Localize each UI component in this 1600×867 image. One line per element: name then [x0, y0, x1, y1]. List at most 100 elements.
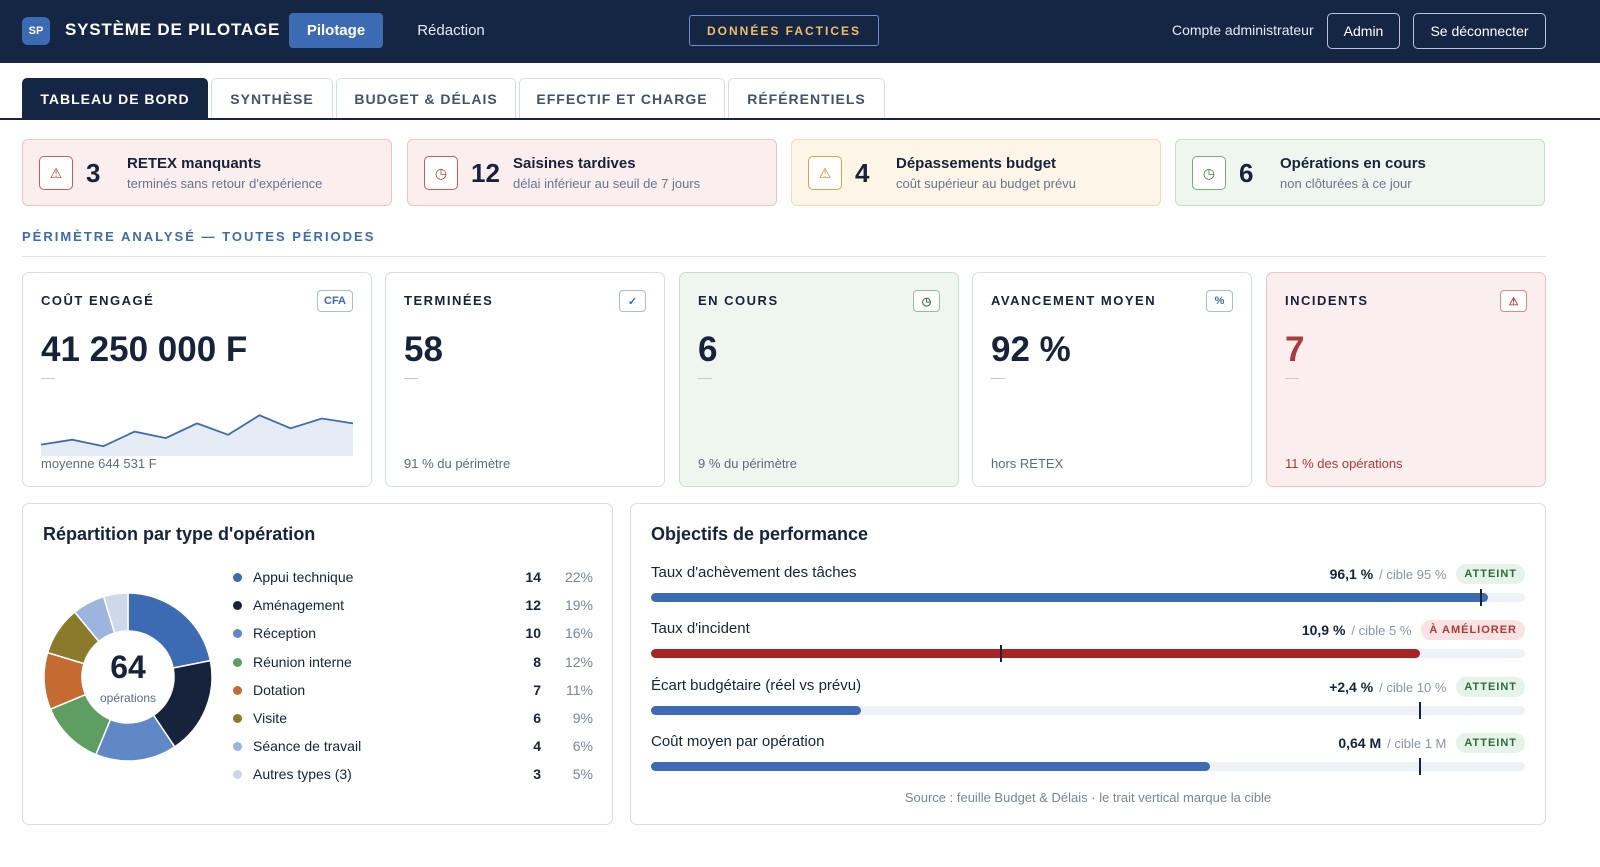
legend-label: Séance de travail — [253, 738, 362, 755]
objective-row: Taux d'incident 10,9 % / cible 5 % À AMÉLIO… — [651, 620, 1525, 668]
objective-row: Taux d'achèvement des tâches 96,1 % / cibl… — [651, 564, 1525, 612]
alert-title: Saisines tardives — [513, 155, 636, 172]
legend-count: 7 — [533, 681, 541, 698]
legend-label: Appui technique — [253, 569, 354, 585]
legend-count: 12 — [525, 597, 541, 614]
legend-dot — [233, 714, 242, 723]
kpi-footnote: 9 % du périmètre — [698, 456, 797, 471]
legend-percent: 9% — [572, 710, 593, 726]
objective-target: / cible 95 % — [1379, 566, 1447, 582]
alert-count: 12 — [471, 158, 500, 188]
cost-sparkline — [41, 414, 353, 456]
objective-value: 10,9 % — [1301, 622, 1346, 638]
legend-item: Appui technique 14 22% — [233, 568, 593, 588]
kpi-trend-placeholder — [41, 378, 55, 379]
kpi-label: AVANCEMENT MOYEN — [991, 293, 1157, 308]
distribution-panel: Répartition par type d'opération 64 opér… — [22, 503, 613, 825]
legend-dot — [233, 657, 242, 667]
section-label: PÉRIMÈTRE ANALYSÉ — TOUTES PÉRIODES — [22, 229, 376, 244]
sparkline-line — [41, 414, 353, 448]
alert-title: Dépassements budget — [896, 155, 1057, 172]
legend-item: Réunion interne 8 12% — [233, 653, 593, 673]
legend-item: Dotation 7 11% — [233, 681, 593, 701]
objectives-source-note: Source : feuille Budget & Délais · le tr… — [904, 790, 1272, 805]
legend-dot — [233, 685, 242, 695]
clock-icon: ◷ — [424, 156, 458, 190]
objective-target: / cible 1 M — [1387, 735, 1447, 751]
legend-label: Autres types (3) — [253, 766, 352, 783]
legend-count: 10 — [525, 625, 541, 642]
legend-dot — [233, 742, 242, 752]
warning-icon: ⚠ — [1500, 290, 1527, 312]
kpi-label: EN COURS — [698, 293, 779, 308]
tabs-divider — [0, 118, 1600, 120]
alert-subtitle: terminés sans retour d'expérience — [127, 176, 323, 191]
objective-row: Coût moyen par opération 0,64 M / cible 1 … — [651, 733, 1525, 781]
alert-count: 6 — [1239, 158, 1254, 188]
tab-synthese[interactable]: SYNTHÈSE — [211, 78, 333, 119]
kpi-cost-engaged: COÛT ENGAGÉ CFA 41 250 000 F moyenne 644… — [22, 272, 372, 487]
kpi-value: 6 — [698, 330, 718, 369]
legend-percent: 16% — [564, 625, 593, 642]
alert-subtitle: délai inférieur au seuil de 7 jours — [513, 176, 701, 191]
objective-value: 96,1 % — [1329, 566, 1374, 582]
legend-label: Dotation — [253, 681, 306, 698]
alert-title: RETEX manquants — [127, 155, 262, 172]
operations-donut-chart: 64 opérations — [43, 592, 213, 762]
legend-item: Visite 6 9% — [233, 709, 593, 729]
section-divider — [22, 256, 1546, 257]
kpi-value: 41 250 000 F — [41, 330, 248, 369]
legend-count: 8 — [533, 653, 541, 670]
donut-total-label: opérations — [100, 691, 156, 705]
legend-label: Réunion interne — [253, 653, 352, 670]
nav-redaction-button[interactable]: Rédaction — [417, 22, 485, 39]
tab-referentiels[interactable]: RÉFÉRENTIELS — [728, 78, 885, 119]
alert-retex-missing[interactable]: ⚠ 3 RETEX manquants terminés sans retour… — [22, 139, 392, 206]
tab-budget-delais[interactable]: BUDGET & DÉLAIS — [336, 78, 516, 119]
admin-button[interactable]: Admin — [1327, 13, 1400, 49]
kpi-footnote: 91 % du périmètre — [404, 456, 511, 471]
objective-target-marker — [1419, 702, 1422, 719]
objective-label: Taux d'achèvement des tâches — [651, 564, 857, 581]
alert-budget-overrun[interactable]: ⚠ 4 Dépassements budget coût supérieur a… — [791, 139, 1161, 206]
objective-progress-fill — [651, 649, 1421, 658]
donut-slice — [102, 592, 129, 634]
warning-icon: ⚠ — [39, 156, 73, 190]
legend-dot — [233, 573, 242, 582]
objectives-panel: Objectifs de performance Taux d'achèveme… — [630, 503, 1546, 825]
nav-pilotage-button[interactable]: Pilotage — [289, 13, 383, 48]
kpi-trend-placeholder — [698, 378, 712, 379]
objective-status-badge: ATTEINT — [1456, 733, 1525, 753]
check-icon: ✓ — [619, 290, 646, 312]
clock-icon: ◷ — [1192, 156, 1226, 190]
kpi-incidents: INCIDENTS ⚠ 7 11 % des opérations — [1266, 272, 1546, 487]
legend-dot — [233, 770, 242, 780]
legend-label: Visite — [253, 710, 287, 726]
objective-value: 0,64 M — [1338, 735, 1382, 751]
fake-data-badge: DONNÉES FACTICES — [689, 15, 879, 46]
objective-target-marker — [999, 645, 1002, 662]
tab-effectif-charge[interactable]: EFFECTIF ET CHARGE — [519, 78, 725, 119]
alert-late-referrals[interactable]: ◷ 12 Saisines tardives délai inférieur a… — [407, 139, 777, 206]
account-label: Compte administrateur — [1172, 22, 1314, 38]
objective-target-marker — [1419, 758, 1422, 775]
legend-label: Aménagement — [253, 597, 345, 614]
legend-percent: 22% — [564, 569, 593, 585]
kpi-label: TERMINÉES — [404, 293, 494, 308]
legend-percent: 19% — [564, 597, 593, 614]
kpi-label: COÛT ENGAGÉ — [41, 293, 155, 308]
logout-button[interactable]: Se déconnecter — [1413, 13, 1546, 49]
percent-icon: % — [1206, 290, 1233, 312]
panel-title: Répartition par type d'opération — [43, 524, 316, 544]
kpi-trend-placeholder — [991, 378, 1005, 379]
legend-dot — [233, 629, 242, 639]
legend-dot — [233, 601, 242, 611]
tab-tableau-de-bord[interactable]: TABLEAU DE BORD — [22, 78, 208, 119]
legend-percent: 5% — [572, 766, 593, 783]
legend-percent: 12% — [564, 653, 593, 670]
kpi-ongoing: EN COURS ◷ 6 9 % du périmètre — [679, 272, 959, 487]
kpi-label: INCIDENTS — [1285, 293, 1369, 308]
alert-ongoing-operations[interactable]: ◷ 6 Opérations en cours non clôturées à … — [1175, 139, 1545, 206]
kpi-footnote: moyenne 644 531 F — [41, 456, 157, 471]
alert-count: 4 — [855, 158, 870, 188]
